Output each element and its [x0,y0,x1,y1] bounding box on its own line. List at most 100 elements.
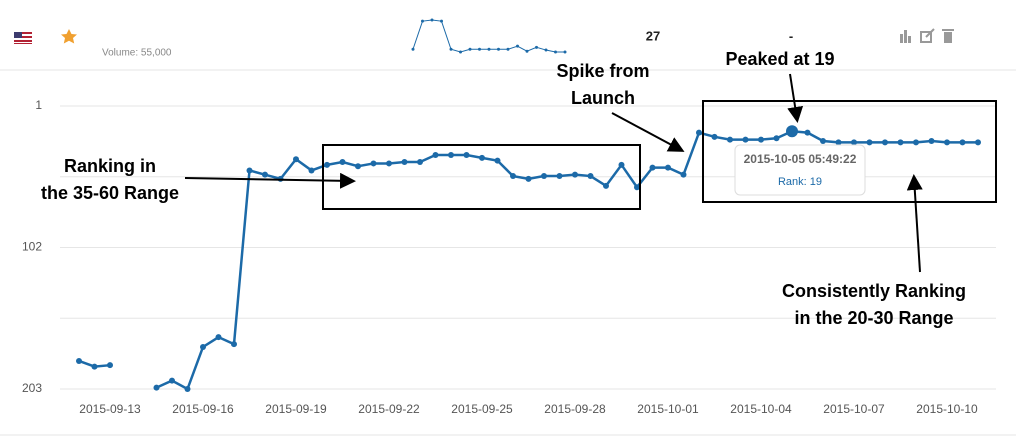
data-point [758,136,764,143]
data-point [556,173,563,180]
sparkline-point [525,49,529,53]
flag-icon [14,32,32,44]
data-point [153,384,160,391]
data-point [525,175,532,182]
annotation: Ranking in [64,156,156,176]
sparkline-point [430,18,434,22]
sparkline [412,19,565,53]
data-point [897,139,904,146]
annotation: Spike from [556,61,649,81]
open-icon[interactable] [920,28,935,43]
data-point [882,139,888,146]
tooltip-date: 2015-10-05 05:49:22 [744,152,857,166]
tooltip-rank: Rank: 19 [778,176,822,188]
x-tick-label: 2015-10-07 [823,402,885,416]
x-tick-label: 2015-10-10 [916,402,978,416]
data-point [634,184,640,191]
rank-change: - [789,28,793,43]
annotation: the 35-60 Range [41,183,179,203]
sparkline-point [440,19,443,23]
data-point [928,138,935,145]
data-point [184,386,191,392]
data-point [324,161,330,168]
y-tick-label: 203 [22,381,42,395]
annotation: in the 20-30 Range [794,308,953,328]
data-point [696,129,702,136]
data-point [618,161,625,168]
data-point [107,362,113,369]
annotation: Consistently Ranking [782,281,966,301]
data-point [680,171,687,178]
y-tick-label: 1 [35,98,42,112]
x-tick-label: 2015-09-25 [451,402,513,416]
data-point [448,152,454,159]
data-point [339,159,346,166]
annotation-arrows [184,73,923,273]
data-point [587,173,594,180]
annotation: Peaked at 19 [725,49,834,69]
x-tick-label: 2015-09-19 [265,402,327,416]
data-point [432,152,439,159]
data-point [200,343,206,350]
sparkline-point [468,47,472,51]
sparkline-point [535,45,538,49]
data-point [169,377,175,384]
data-point [510,173,516,180]
x-tick-label: 2015-09-22 [358,402,420,416]
sparkline-point [478,47,481,51]
data-point [401,159,408,166]
data-point [866,139,873,146]
sparkline-point [563,50,567,54]
delete-icon[interactable] [942,29,954,43]
data-point [804,129,811,136]
chart-icon[interactable] [900,30,911,43]
data-point [649,164,656,171]
x-tick-label: 2015-09-13 [79,402,141,416]
y-tick-label: 102 [22,240,42,254]
data-point [572,171,578,178]
current-rank: 27 [646,28,660,43]
data-point [742,136,749,143]
data-point [231,341,237,348]
x-tick-label: 2015-09-28 [544,402,606,416]
sparkline-point [487,47,491,51]
annotation-shapes [322,100,997,210]
data-point [76,357,82,364]
data-point [711,133,718,140]
data-point [541,173,547,180]
data-point [386,160,392,167]
sparkline-point [421,19,424,23]
star-icon[interactable] [61,29,77,44]
data-point [262,171,268,178]
sparkline-point [554,50,557,54]
x-tick-label: 2015-10-01 [637,402,699,416]
sparkline-point [544,48,548,52]
data-point [603,182,609,189]
data-point [215,334,222,341]
volume: Volume: 55,000 [102,48,172,59]
data-point [246,167,253,174]
data-point [417,159,423,166]
data-point [851,139,857,146]
sparkline-point [449,47,453,51]
sparkline-point [516,44,519,48]
data-point [665,164,671,171]
data-point [820,138,826,145]
sparkline-point [459,50,462,54]
data-point [975,139,981,146]
data-point [773,135,780,142]
data-point [835,139,842,146]
data-point [355,163,361,170]
data-point [959,139,966,146]
data-point [479,154,485,161]
x-tick-label: 2015-09-16 [172,402,234,416]
data-point [494,157,501,164]
data-point [370,160,377,167]
sparkline-point [497,47,500,51]
data-point [727,136,733,143]
sparkline-point [506,47,510,51]
data-point [293,156,299,163]
sparkline-point [411,47,415,51]
data-point [463,152,470,159]
